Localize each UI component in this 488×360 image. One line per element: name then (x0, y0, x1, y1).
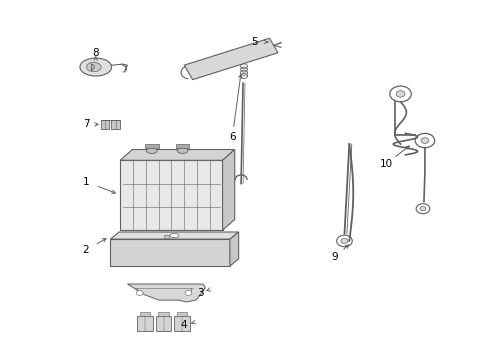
Polygon shape (184, 38, 277, 80)
Bar (140, 312, 150, 316)
Ellipse shape (146, 148, 157, 153)
Bar (101, 120, 109, 129)
Text: 8: 8 (92, 48, 99, 58)
Polygon shape (120, 149, 234, 160)
Bar (110, 239, 229, 266)
Polygon shape (110, 232, 238, 239)
Circle shape (395, 91, 404, 97)
Polygon shape (222, 149, 234, 230)
Circle shape (136, 291, 143, 296)
Bar (163, 235, 168, 238)
Circle shape (419, 207, 425, 211)
Bar (111, 120, 120, 129)
Bar (156, 316, 171, 331)
Text: 4: 4 (180, 320, 186, 330)
Polygon shape (229, 232, 238, 266)
Ellipse shape (86, 62, 101, 72)
Text: 1: 1 (82, 177, 89, 187)
Bar (176, 312, 187, 316)
Bar (137, 316, 153, 331)
Bar (145, 144, 158, 148)
Ellipse shape (177, 148, 187, 153)
Text: 6: 6 (228, 132, 235, 142)
Circle shape (420, 138, 428, 143)
Ellipse shape (170, 233, 179, 238)
Bar (158, 312, 168, 316)
Text: 2: 2 (82, 245, 89, 255)
Text: 10: 10 (379, 159, 392, 169)
Ellipse shape (80, 58, 111, 76)
Text: 3: 3 (197, 288, 203, 298)
Text: 5: 5 (250, 37, 257, 47)
Text: 9: 9 (331, 252, 337, 262)
Circle shape (184, 291, 191, 296)
Bar (120, 160, 222, 230)
Circle shape (340, 238, 347, 243)
Text: 7: 7 (82, 120, 89, 129)
Polygon shape (127, 284, 205, 302)
Bar (175, 144, 189, 148)
Bar (174, 316, 189, 331)
